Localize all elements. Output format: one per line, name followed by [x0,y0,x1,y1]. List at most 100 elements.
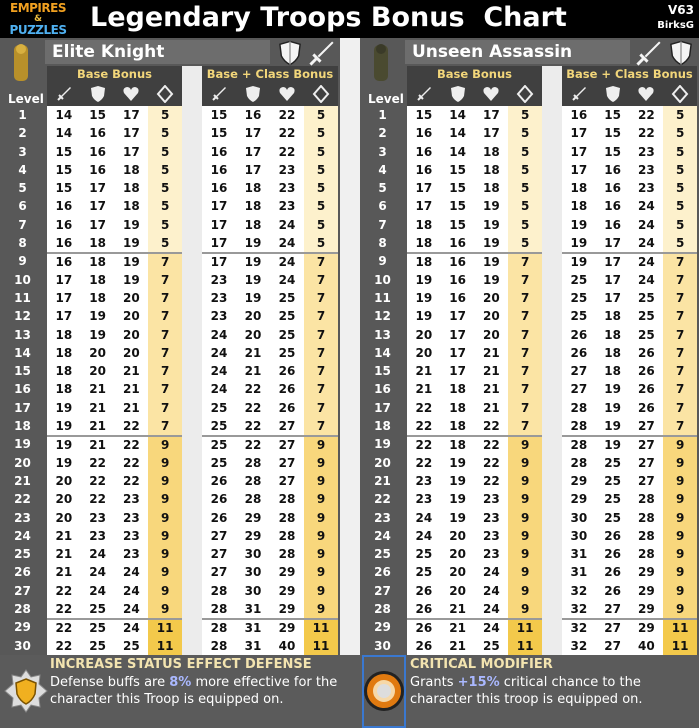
defense-value: 21 [244,364,262,379]
table-row: 31 26 28 9 [562,545,697,564]
defense-value: 25 [604,473,621,488]
selected-skill-box[interactable] [362,655,406,728]
class-bonus-caption: Base + Class Bonus [566,67,693,81]
bonus-value: 7 [508,288,542,308]
bonus-value: 7 [663,417,697,436]
table-row: 29 25 27 9 [562,471,697,491]
attack-value: 32 [570,638,588,653]
attack-value: 16 [210,144,228,159]
table-row: 20 23 23 9 [47,508,182,527]
attack-value: 30 [570,528,588,543]
table-row: 22 25 24 9 [47,600,182,619]
health-value: 28 [638,492,655,507]
table-row: 21 23 23 9 [47,526,182,546]
class-bonus-header: Base + Class Bonus [562,66,697,106]
bonus-value: 9 [663,471,697,491]
level-number: 17 [374,400,391,415]
health-value: 22 [123,455,140,470]
attack-value: 28 [570,419,588,434]
bonus-value: 9 [304,508,338,527]
defense-value: 29 [244,510,262,525]
level-number: 21 [374,473,391,488]
defense-value: 18 [89,290,106,305]
defense-value: 23 [89,528,106,543]
defense-value: 22 [244,438,262,453]
shield-star-skill-icon [4,669,48,713]
table-row: 17 15 22 5 [562,124,697,143]
defense-value: 19 [244,255,262,270]
health-value: 23 [638,181,655,196]
attack-value: 21 [415,364,433,379]
attack-value: 27 [210,528,228,543]
defense-value: 18 [244,181,262,196]
health-value: 23 [278,162,296,177]
bonus-value: 9 [508,526,542,546]
table-row: 25 22 26 7 [202,398,338,418]
defense-value: 20 [449,528,466,543]
defense-value: 31 [244,638,262,653]
table-row: 14 16 17 5 [47,124,182,143]
attack-value: 26 [415,621,433,636]
level-header: Level [368,92,404,106]
defense-value: 15 [449,199,466,214]
troop-portrait [374,44,388,81]
bonus-value: 7 [148,362,182,381]
attack-value: 31 [570,547,588,562]
attack-value: 24 [210,345,228,360]
level-number: 6 [378,199,387,214]
table-gap [182,66,202,655]
table-row: 17 16 23 5 [562,160,697,180]
base-bonus-caption: Base Bonus [76,67,153,81]
attack-value: 23 [210,309,228,324]
attack-value: 16 [55,217,73,232]
level-number: 1 [378,108,387,122]
bonus-value: 5 [508,179,542,198]
level-number: 3 [18,144,27,159]
health-value: 28 [638,547,655,562]
bonus-value: 7 [508,270,542,289]
heart-icon [475,82,509,106]
defense-value: 27 [604,602,621,617]
health-value: 40 [638,638,655,653]
bonus-value: 5 [663,160,697,180]
class-bonus-table: 15 16 22 5 15 17 22 5 16 17 22 5 16 17 23 5 16 18 23 5 17 18 2… [202,106,338,655]
level-number: 7 [378,217,387,232]
health-value: 25 [278,290,296,305]
defense-value: 16 [89,162,106,177]
level-number: 5 [378,181,387,196]
health-value: 27 [278,438,296,453]
bonus-value: 9 [304,437,338,454]
page-title: Legendary Troops Bonus Chart [90,2,567,33]
heart-icon [115,82,149,106]
level-number: 2 [378,126,387,141]
health-value: 23 [638,162,655,177]
health-value: 26 [638,364,655,379]
level-number: 27 [14,583,31,598]
table-row: 29 25 28 9 [562,490,697,509]
bonus-value: 7 [663,398,697,418]
table-row: 15 17 18 5 [47,179,182,198]
table-row: 19 17 24 5 [562,234,697,253]
health-value: 21 [483,345,500,360]
health-value: 22 [483,438,500,453]
health-value: 26 [278,364,296,379]
health-value: 24 [638,236,655,251]
health-value: 19 [483,199,500,214]
table-row: 16 15 18 5 [407,160,542,180]
attack-value: 19 [570,217,588,232]
bonus-value: 5 [304,124,338,143]
diamond-icon [148,82,182,106]
defense-value: 15 [604,108,621,122]
attack-value: 15 [210,126,228,141]
health-value: 23 [278,181,296,196]
attack-value: 20 [55,473,73,488]
defense-value: 30 [244,565,262,580]
health-value: 20 [123,345,140,360]
bonus-value: 9 [148,545,182,564]
level-number: 10 [374,272,391,287]
defense-value: 23 [89,510,106,525]
sword-icon [562,82,596,106]
attack-value: 16 [415,162,433,177]
health-value: 40 [278,638,296,653]
attack-value: 20 [55,510,73,525]
